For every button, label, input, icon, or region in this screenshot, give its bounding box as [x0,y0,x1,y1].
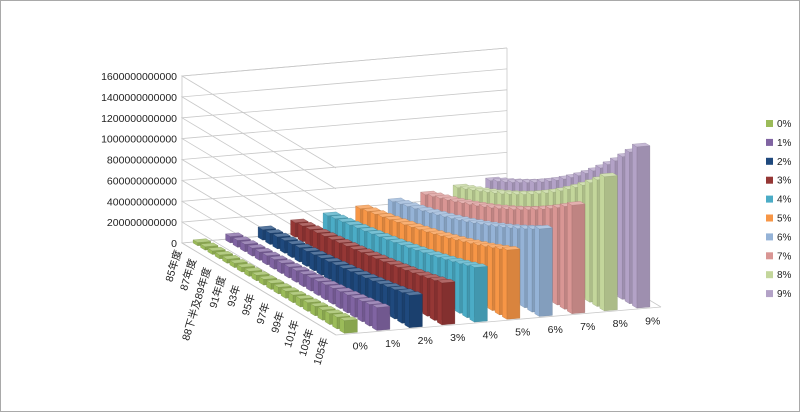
bar [599,172,618,312]
series-tick-label: 2% [418,335,433,347]
legend-swatch [766,233,773,241]
category-tick-label: 105年 [311,336,332,367]
category-tick-label: 103年 [296,327,317,358]
legend-swatch [766,157,773,165]
legend-label: 6% [777,232,792,243]
bar [436,278,456,326]
series-tick-label: 7% [580,321,595,333]
legend-label: 8% [777,270,792,281]
series-tick-label: 4% [483,329,498,341]
gridline [180,68,508,190]
legend-swatch [766,290,773,298]
legend-swatch [766,271,773,279]
bar [566,201,586,314]
gridline [180,110,508,231]
bar [631,142,651,309]
legend-label: 9% [777,289,792,300]
bar [339,316,358,334]
series-tick-label: 9% [645,315,660,327]
y-tick-label: 1400000000000 [101,92,177,104]
series-bars [192,238,358,334]
bar [371,303,391,331]
category-tick-label: 97年 [254,301,273,326]
y-tick-label: 800000000000 [107,155,177,167]
y-tick-label: 600000000000 [107,175,177,187]
legend-swatch [766,176,773,184]
bar [534,224,553,317]
y-tick-label: 1600000000000 [101,71,177,83]
floor-front-edge [335,306,662,336]
legend-swatch [766,214,773,222]
bar [469,263,488,323]
legend-swatch [766,195,773,203]
gridline [180,89,508,211]
y-tick-label: 1000000000000 [101,134,177,146]
legend-label: 7% [777,251,792,262]
legend-swatch [766,138,773,146]
y-tick-label: 400000000000 [107,196,177,208]
legend-label: 3% [777,176,792,187]
gridlines [180,47,662,336]
category-tick-label: 99年 [268,310,287,335]
legend-label: 1% [777,138,792,149]
series-tick-label: 8% [613,318,628,330]
y-tick-label: 1200000000000 [101,113,177,125]
legend: 0% 1% 2% 3% 4% 5% 6% 7% 8% 9% [766,119,792,300]
legend-label: 2% [777,157,792,168]
series-tick-label: 0% [353,341,368,353]
gridline [180,47,508,169]
y-tick-label: 200000000000 [107,217,177,229]
bar [404,291,423,328]
legend-label: 5% [777,214,792,225]
legend-swatch [766,252,773,260]
series-tick-label: 1% [385,338,400,350]
gridline [180,131,508,252]
series-tick-label: 3% [450,332,465,344]
bars [192,142,651,334]
legend-swatch [766,120,773,127]
series-tick-label: 5% [515,327,530,339]
category-tick-label: 95年 [239,292,258,317]
legend-label: 0% [777,119,792,130]
bar [501,246,521,320]
series-bars [257,225,423,328]
category-tick-label: 93年 [224,283,243,308]
series-tick-label: 6% [548,324,563,336]
category-tick-label: 101年 [281,318,302,349]
legend-label: 4% [777,195,792,206]
y-tick-label: 0 [171,238,177,250]
series-bars [225,232,391,331]
